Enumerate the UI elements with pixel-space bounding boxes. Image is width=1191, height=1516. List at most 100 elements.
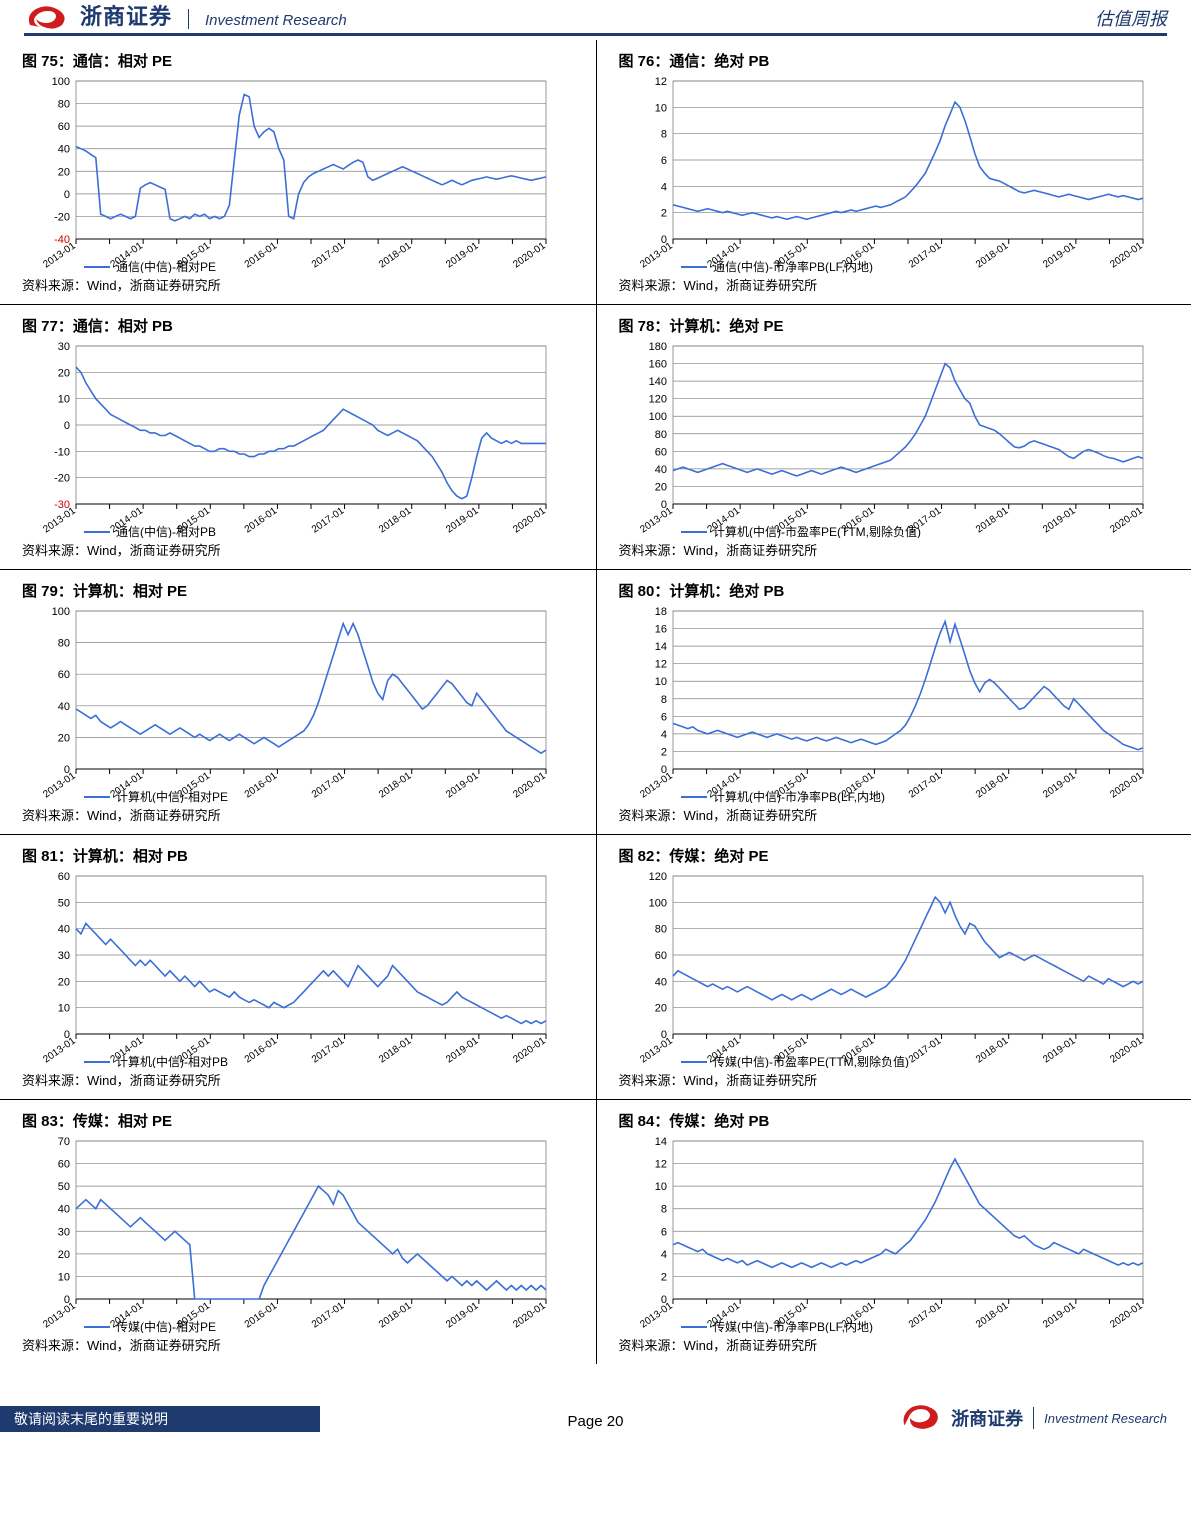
chart-source: 资料来源：Wind，浙商证券研究所 [22,1070,578,1089]
header-left: 浙商证券 Investment Research [24,0,347,31]
svg-text:20: 20 [654,1003,666,1015]
svg-text:2020-01: 2020-01 [511,1300,548,1330]
chart-title: 图 79：计算机：相对 PE [22,580,578,601]
svg-text:2019-01: 2019-01 [444,1300,481,1330]
svg-text:18: 18 [654,606,666,618]
svg-text:2020-01: 2020-01 [511,770,548,800]
footer-brand: 浙商证券 [951,1405,1023,1431]
chart-cell: 图 83：传媒：相对 PE0102030405060702013-012014-… [0,1100,596,1364]
svg-text:40: 40 [654,464,666,476]
svg-text:2017-01: 2017-01 [906,770,943,800]
svg-text:2018-01: 2018-01 [377,1300,414,1330]
svg-text:60: 60 [58,669,70,681]
svg-text:8: 8 [660,694,666,706]
svg-text:40: 40 [58,1204,70,1216]
svg-text:80: 80 [58,638,70,650]
svg-text:8: 8 [660,1204,666,1216]
svg-text:14: 14 [654,1136,666,1148]
doc-category: 估值周报 [1095,5,1167,31]
page: 浙商证券 Investment Research 估值周报 图 75：通信：相对… [0,0,1191,1444]
svg-text:通信(中信)-市净率PB(LF,内地): 通信(中信)-市净率PB(LF,内地) [713,259,873,273]
svg-text:2013-01: 2013-01 [638,1300,675,1330]
svg-text:6: 6 [660,711,666,723]
svg-text:20: 20 [58,732,70,744]
svg-text:2016-01: 2016-01 [243,240,280,270]
svg-text:2018-01: 2018-01 [974,505,1011,535]
svg-text:2: 2 [660,1271,666,1283]
svg-text:-20: -20 [54,473,70,485]
svg-text:2020-01: 2020-01 [1108,1300,1145,1330]
svg-text:12: 12 [654,659,666,671]
svg-text:40: 40 [58,144,70,156]
svg-text:50: 50 [58,1181,70,1193]
svg-text:2013-01: 2013-01 [41,1035,78,1065]
brand-name: 浙商证券 [80,0,172,31]
svg-text:6: 6 [660,1226,666,1238]
footer-logo-icon [899,1400,941,1436]
svg-text:通信(中信)-相对PB: 通信(中信)-相对PB [116,524,216,538]
page-footer: 敬请阅读末尾的重要说明 Page 20 浙商证券 Investment Rese… [0,1374,1191,1444]
svg-text:2013-01: 2013-01 [41,770,78,800]
svg-text:2020-01: 2020-01 [1108,240,1145,270]
svg-text:传媒(中信)-相对PE: 传媒(中信)-相对PE [116,1319,216,1333]
svg-text:2017-01: 2017-01 [310,770,347,800]
svg-text:2016-01: 2016-01 [243,1300,280,1330]
svg-text:2013-01: 2013-01 [638,505,675,535]
chart-source: 资料来源：Wind，浙商证券研究所 [22,540,578,559]
chart-title: 图 83：传媒：相对 PE [22,1110,578,1131]
chart-c31: 0204060801002013-012014-012015-012016-01… [18,603,578,803]
chart-c32: 0246810121416182013-012014-012015-012016… [615,603,1174,803]
svg-text:2013-01: 2013-01 [638,770,675,800]
chart-cell: 图 79：计算机：相对 PE0204060801002013-012014-01… [0,570,596,834]
svg-text:2018-01: 2018-01 [974,240,1011,270]
svg-text:30: 30 [58,950,70,962]
svg-text:160: 160 [648,359,666,371]
svg-text:30: 30 [58,1226,70,1238]
svg-text:40: 40 [654,976,666,988]
svg-text:2016-01: 2016-01 [243,770,280,800]
svg-text:20: 20 [58,976,70,988]
svg-text:6: 6 [660,155,666,167]
chart-title: 图 80：计算机：绝对 PB [619,580,1174,601]
svg-text:60: 60 [654,446,666,458]
svg-text:10: 10 [58,1003,70,1015]
svg-text:2018-01: 2018-01 [974,1035,1011,1065]
svg-text:0: 0 [64,420,70,432]
chart-title: 图 78：计算机：绝对 PE [619,315,1174,336]
svg-text:14: 14 [654,641,666,653]
page-header: 浙商证券 Investment Research 估值周报 [24,0,1167,36]
footer-divider [1033,1407,1034,1429]
svg-text:2018-01: 2018-01 [377,505,414,535]
svg-text:2: 2 [660,208,666,220]
svg-text:10: 10 [654,676,666,688]
svg-text:2013-01: 2013-01 [41,1300,78,1330]
svg-text:2020-01: 2020-01 [511,505,548,535]
page-number: Page 20 [568,1413,624,1430]
svg-text:60: 60 [58,1159,70,1171]
chart-c22: 0204060801001201401601802013-012014-0120… [615,338,1174,538]
svg-text:计算机(中信)-相对PE: 计算机(中信)-相对PE [116,789,228,803]
svg-text:2020-01: 2020-01 [511,1035,548,1065]
svg-text:计算机(中信)-市净率PB(LF,内地): 计算机(中信)-市净率PB(LF,内地) [713,789,885,803]
svg-text:2017-01: 2017-01 [310,240,347,270]
svg-text:2016-01: 2016-01 [243,1035,280,1065]
svg-text:2019-01: 2019-01 [444,240,481,270]
svg-text:2019-01: 2019-01 [1041,240,1078,270]
svg-text:-10: -10 [54,446,70,458]
svg-text:2: 2 [660,746,666,758]
svg-text:60: 60 [654,950,666,962]
chart-source: 资料来源：Wind，浙商证券研究所 [22,275,578,294]
svg-text:2018-01: 2018-01 [974,1300,1011,1330]
svg-text:16: 16 [654,624,666,636]
chart-cell: 图 84：传媒：绝对 PB024681012142013-012014-0120… [596,1100,1191,1364]
svg-text:2018-01: 2018-01 [377,240,414,270]
svg-text:2019-01: 2019-01 [1041,505,1078,535]
chart-source: 资料来源：Wind，浙商证券研究所 [619,275,1174,294]
svg-text:70: 70 [58,1136,70,1148]
svg-text:4: 4 [660,1249,666,1261]
svg-text:2019-01: 2019-01 [1041,770,1078,800]
brand-logo-icon [24,1,70,31]
disclaimer-bar: 敬请阅读末尾的重要说明 [0,1406,320,1432]
svg-text:12: 12 [654,76,666,88]
svg-text:传媒(中信)-市净率PB(LF,内地): 传媒(中信)-市净率PB(LF,内地) [713,1319,873,1333]
